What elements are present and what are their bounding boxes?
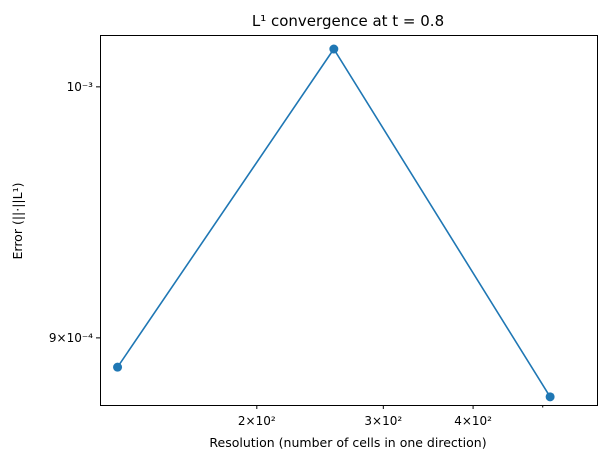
x-axis: 2×10² 3×10² 4×10² [238, 405, 544, 428]
series-line [116, 47, 551, 398]
y-tick-label-0: 10⁻³ [67, 80, 94, 94]
y-tick-label-1: 9×10⁻⁴ [49, 331, 93, 345]
x-tick-label-0: 2×10² [238, 414, 276, 428]
x-axis-label: Resolution (number of cells in one direc… [209, 435, 486, 450]
x-tick-label-1: 3×10² [364, 414, 402, 428]
chart-title: L¹ convergence at t = 0.8 [252, 12, 444, 30]
y-axis-label: Error (||·||L¹) [10, 183, 25, 260]
data-point-1 [329, 44, 339, 54]
data-point-0 [113, 362, 123, 372]
plot-frame [100, 35, 598, 406]
x-tick-label-2: 4×10² [454, 414, 492, 428]
series-points [113, 44, 555, 402]
data-point-2 [545, 392, 555, 402]
y-axis: 10⁻³ 9×10⁻⁴ [49, 80, 100, 345]
